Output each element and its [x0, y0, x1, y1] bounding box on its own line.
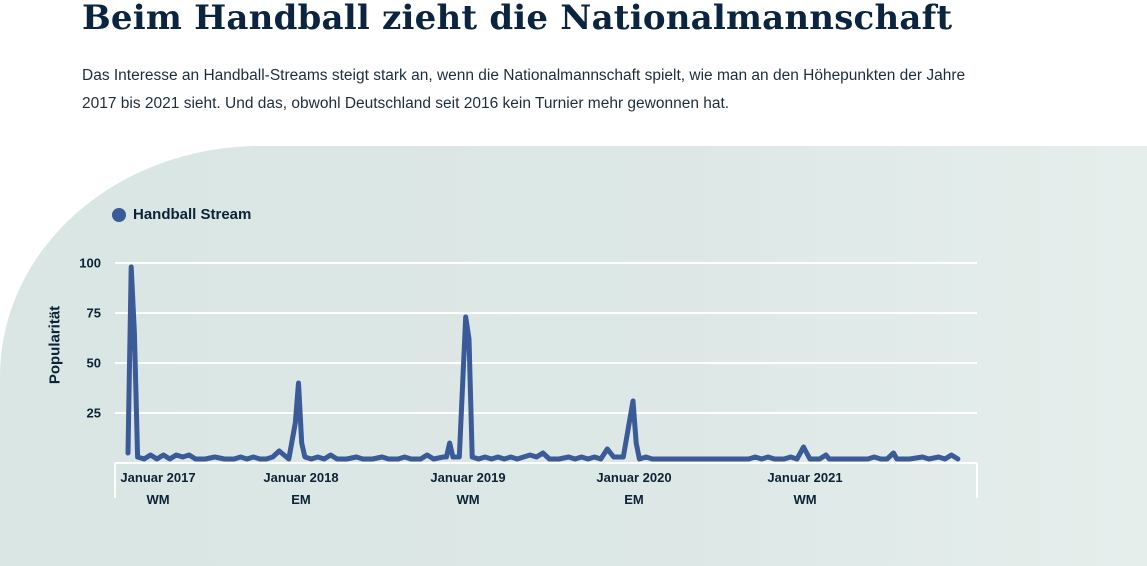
x-event-label: EM [624, 492, 644, 507]
x-tick-label: Januar 2020 [596, 470, 672, 485]
x-tick-label: Januar 2021 [767, 470, 843, 485]
page-title: Beim Handball zieht die Nationalmannscha… [82, 0, 953, 38]
legend-dot-icon [112, 207, 126, 222]
x-tick-label: Januar 2018 [263, 470, 339, 485]
chart-panel [0, 146, 1147, 566]
x-tick-label: Januar 2017 [120, 470, 196, 485]
x-event-label: EM [291, 492, 311, 507]
legend-label: Handball Stream [133, 206, 252, 223]
series-line [125, 264, 961, 462]
y-tick-label: 100 [79, 255, 101, 271]
x-event-label: WM [456, 492, 480, 507]
y-tick-label: 25 [86, 405, 101, 421]
x-event-label: WM [793, 492, 817, 507]
intro-text: Das Interesse an Handball-Streams steigt… [82, 67, 966, 112]
y-tick-label: 75 [86, 305, 101, 321]
line-chart [125, 264, 961, 462]
legend: Handball Stream [112, 206, 251, 223]
y-tick-label: 50 [86, 355, 101, 371]
x-tick-label: Januar 2019 [430, 470, 506, 485]
x-event-label: WM [146, 492, 170, 507]
